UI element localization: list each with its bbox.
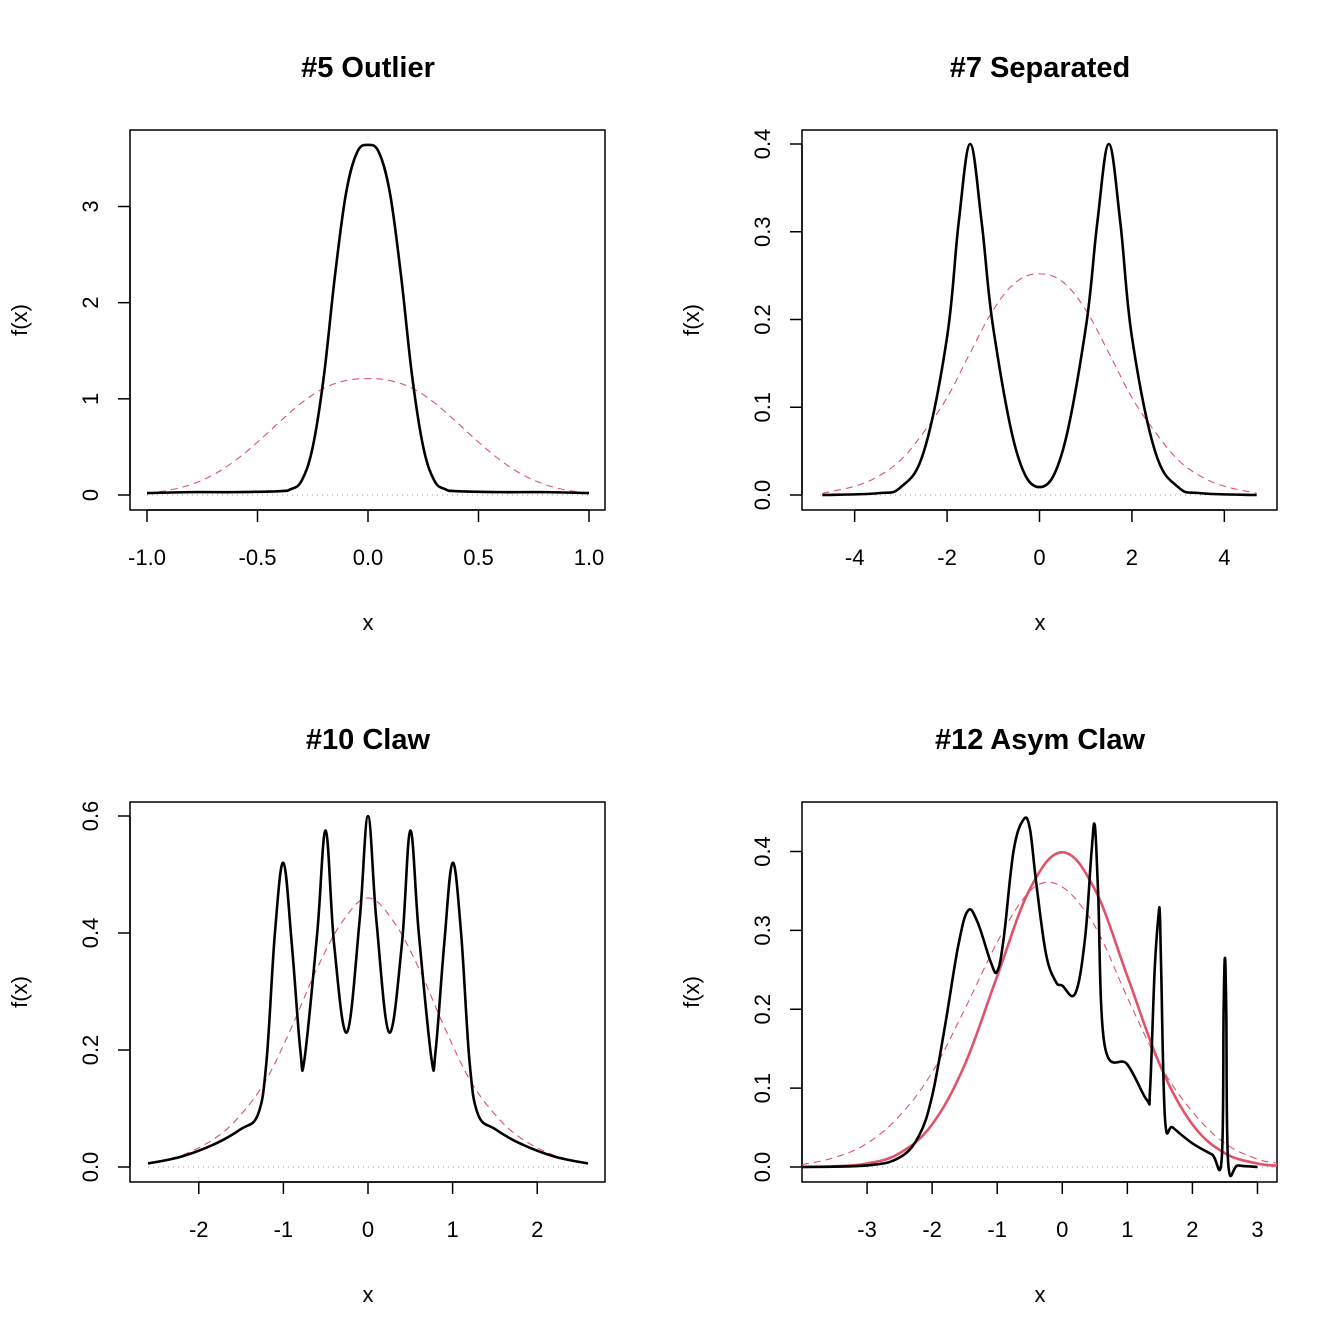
x-tick-label: 2 bbox=[531, 1217, 543, 1242]
panel-asym-claw: #12 Asym Claw -3 -2 -1 0 1 2 3 0.0 0.1 0.2 0.3 0.4… bbox=[679, 724, 1278, 1307]
x-tick-label: -4 bbox=[845, 545, 865, 570]
mixture-density-line bbox=[146, 143, 590, 495]
x-tick-label: -1 bbox=[987, 1217, 1007, 1242]
x-tick-label: -2 bbox=[937, 545, 957, 570]
y-axis: 0.0 0.2 0.4 0.6 bbox=[78, 801, 131, 1183]
x-tick-label: -1.0 bbox=[128, 545, 166, 570]
x-axis: -4 -2 0 2 4 bbox=[845, 509, 1230, 570]
y-axis-label: f(x) bbox=[679, 976, 704, 1008]
y-tick-label: 0.0 bbox=[750, 480, 775, 511]
y-tick-label: 1 bbox=[78, 393, 103, 405]
plot-frame bbox=[129, 801, 606, 1183]
series-layer bbox=[820, 142, 1259, 497]
x-tick-label: -1 bbox=[274, 1217, 294, 1242]
x-tick-label: 4 bbox=[1218, 545, 1230, 570]
y-axis: 0.0 0.1 0.2 0.3 0.4 bbox=[750, 836, 803, 1183]
series-layer bbox=[147, 814, 589, 1168]
x-tick-label: 0.5 bbox=[463, 545, 494, 570]
normal-approx-dashed-line bbox=[822, 273, 1257, 494]
y-axis-label: f(x) bbox=[7, 304, 32, 336]
x-axis-label: x bbox=[363, 610, 374, 635]
y-tick-label: 0.3 bbox=[750, 915, 775, 946]
plot-frame bbox=[801, 801, 1278, 1183]
y-tick-label: 0.2 bbox=[750, 994, 775, 1025]
y-tick-label: 0.3 bbox=[750, 216, 775, 247]
y-axis: 0 1 2 3 bbox=[78, 200, 131, 501]
panel-title: #12 Asym Claw bbox=[935, 724, 1146, 756]
x-tick-label: 3 bbox=[1251, 1217, 1263, 1242]
y-tick-label: 3 bbox=[78, 200, 103, 212]
x-tick-label: -2 bbox=[922, 1217, 942, 1242]
y-tick-label: 0.0 bbox=[750, 1152, 775, 1183]
y-tick-label: 0.4 bbox=[750, 129, 775, 160]
mixture-density-line bbox=[147, 814, 589, 1165]
x-axis-label: x bbox=[1035, 610, 1046, 635]
y-tick-label: 0.4 bbox=[750, 836, 775, 867]
series-layer bbox=[801, 816, 1278, 1178]
panel-title: #10 Claw bbox=[306, 724, 431, 756]
y-axis: 0.0 0.1 0.2 0.3 0.4 bbox=[750, 129, 803, 511]
y-tick-label: 0.0 bbox=[78, 1152, 103, 1183]
x-tick-label: 1 bbox=[1121, 1217, 1133, 1242]
x-tick-label: 0 bbox=[1056, 1217, 1068, 1242]
y-tick-label: 0.2 bbox=[78, 1035, 103, 1066]
normal-approx-dashed-line bbox=[801, 881, 1278, 1166]
x-axis: -2 -1 0 1 2 bbox=[189, 1181, 543, 1242]
plot-frame bbox=[801, 129, 1278, 511]
plot-frame bbox=[129, 129, 606, 511]
x-tick-label: 1.0 bbox=[574, 545, 605, 570]
normal-approx-dashed-line bbox=[146, 378, 590, 494]
x-tick-label: -2 bbox=[189, 1217, 209, 1242]
x-tick-label: 0 bbox=[362, 1217, 374, 1242]
normal-approx-dashed-line bbox=[147, 897, 589, 1165]
y-tick-label: 0.1 bbox=[750, 392, 775, 423]
y-tick-label: 0.1 bbox=[750, 1073, 775, 1104]
panel-claw: #10 Claw -2 -1 0 1 2 0.0 0.2 0.4 0.6 x f(x) bbox=[7, 724, 606, 1307]
y-tick-label: 0.2 bbox=[750, 304, 775, 335]
x-tick-label: -0.5 bbox=[239, 545, 277, 570]
panel-title: #7 Separated bbox=[950, 52, 1131, 84]
x-axis-label: x bbox=[363, 1282, 374, 1307]
x-axis-label: x bbox=[1035, 1282, 1046, 1307]
x-tick-label: 2 bbox=[1186, 1217, 1198, 1242]
x-tick-label: 0 bbox=[1033, 545, 1045, 570]
y-tick-label: 2 bbox=[78, 297, 103, 309]
y-tick-label: 0.4 bbox=[78, 918, 103, 949]
x-axis: -3 -2 -1 0 1 2 3 bbox=[857, 1181, 1264, 1242]
x-tick-label: 1 bbox=[446, 1217, 458, 1242]
panel-separated: #7 Separated -4 -2 0 2 4 0.0 0.1 0.2 0.3 0.4 x f… bbox=[679, 52, 1278, 635]
mixture-density-line bbox=[822, 142, 1257, 497]
x-tick-label: 2 bbox=[1126, 545, 1138, 570]
mixture-density-line bbox=[801, 816, 1258, 1178]
panel-title: #5 Outlier bbox=[301, 52, 435, 84]
series-layer bbox=[146, 143, 590, 496]
x-axis: -1.0 -0.5 0.0 0.5 1.0 bbox=[128, 509, 605, 570]
y-tick-label: 0.6 bbox=[78, 801, 103, 832]
x-tick-label: -3 bbox=[857, 1217, 877, 1242]
panel-outlier: #5 Outlier -1.0 -0.5 0.0 0.5 1.0 0 1 2 3 x f(x) bbox=[7, 52, 606, 635]
standard-normal-line bbox=[801, 850, 1278, 1169]
y-axis-label: f(x) bbox=[679, 304, 704, 336]
y-tick-label: 0 bbox=[78, 489, 103, 501]
x-tick-label: 0.0 bbox=[353, 545, 384, 570]
y-axis-label: f(x) bbox=[7, 976, 32, 1008]
